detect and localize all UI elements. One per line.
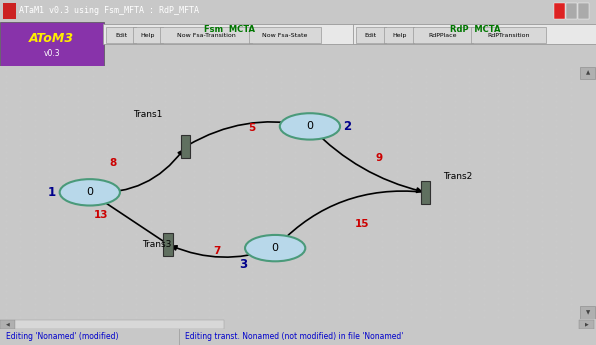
Text: Trans1: Trans1 <box>133 110 163 119</box>
Text: 2: 2 <box>343 120 352 133</box>
Text: 13: 13 <box>94 210 108 220</box>
Bar <box>0 319 15 329</box>
Text: 0: 0 <box>86 187 94 197</box>
Text: 0: 0 <box>272 243 279 253</box>
Text: 7: 7 <box>213 246 221 256</box>
Bar <box>15 319 224 329</box>
Text: 1: 1 <box>48 186 56 199</box>
Text: ▶: ▶ <box>585 322 589 327</box>
FancyBboxPatch shape <box>384 27 414 43</box>
Bar <box>3 3 16 19</box>
FancyBboxPatch shape <box>356 27 386 43</box>
Text: Now Fsa-State: Now Fsa-State <box>262 33 308 38</box>
Text: 0: 0 <box>306 121 313 131</box>
Text: 9: 9 <box>376 153 383 163</box>
Text: Edit: Edit <box>365 33 377 38</box>
Text: RdPTransition: RdPTransition <box>488 33 530 38</box>
FancyBboxPatch shape <box>249 27 321 43</box>
Text: ◀: ◀ <box>5 322 10 327</box>
Text: Help: Help <box>141 33 155 38</box>
Text: 8: 8 <box>109 158 117 168</box>
Bar <box>566 3 577 19</box>
Bar <box>580 306 595 319</box>
Text: Trans2: Trans2 <box>443 172 472 181</box>
FancyBboxPatch shape <box>413 27 473 43</box>
Text: 5: 5 <box>249 123 256 133</box>
Text: Help: Help <box>392 33 406 38</box>
FancyBboxPatch shape <box>106 27 136 43</box>
FancyBboxPatch shape <box>133 27 163 43</box>
Text: 15: 15 <box>355 219 370 229</box>
Text: Editing 'Nonamed' (modified): Editing 'Nonamed' (modified) <box>6 332 119 341</box>
Circle shape <box>60 179 120 206</box>
Bar <box>163 233 173 256</box>
Text: RdP  MCTA: RdP MCTA <box>450 26 500 34</box>
Text: Trans3: Trans3 <box>142 240 171 249</box>
Circle shape <box>280 113 340 140</box>
Bar <box>578 3 589 19</box>
Text: ATaM1 v0.3 using Fsm_MFTA : RdP_MFTA: ATaM1 v0.3 using Fsm_MFTA : RdP_MFTA <box>19 6 199 15</box>
Text: ▼: ▼ <box>585 310 590 315</box>
FancyBboxPatch shape <box>160 27 252 43</box>
Text: AToM3: AToM3 <box>29 32 74 45</box>
FancyBboxPatch shape <box>471 27 546 43</box>
Bar <box>579 319 594 329</box>
Text: Now Fsa-Transition: Now Fsa-Transition <box>176 33 235 38</box>
Text: Edit: Edit <box>115 33 127 38</box>
Circle shape <box>245 235 305 261</box>
Text: 3: 3 <box>239 258 247 271</box>
Text: v0.3: v0.3 <box>44 49 60 58</box>
Bar <box>554 3 565 19</box>
FancyBboxPatch shape <box>353 23 596 44</box>
FancyBboxPatch shape <box>103 23 356 44</box>
Bar <box>181 135 190 158</box>
Bar <box>421 181 430 204</box>
Text: Fsm  MCTA: Fsm MCTA <box>204 26 255 34</box>
Bar <box>580 67 595 79</box>
Bar <box>0 22 104 66</box>
Text: ▲: ▲ <box>585 71 590 76</box>
Text: Editing transt. Nonamed (not modified) in file 'Nonamed': Editing transt. Nonamed (not modified) i… <box>185 332 403 341</box>
Text: RdPPlace: RdPPlace <box>429 33 457 38</box>
